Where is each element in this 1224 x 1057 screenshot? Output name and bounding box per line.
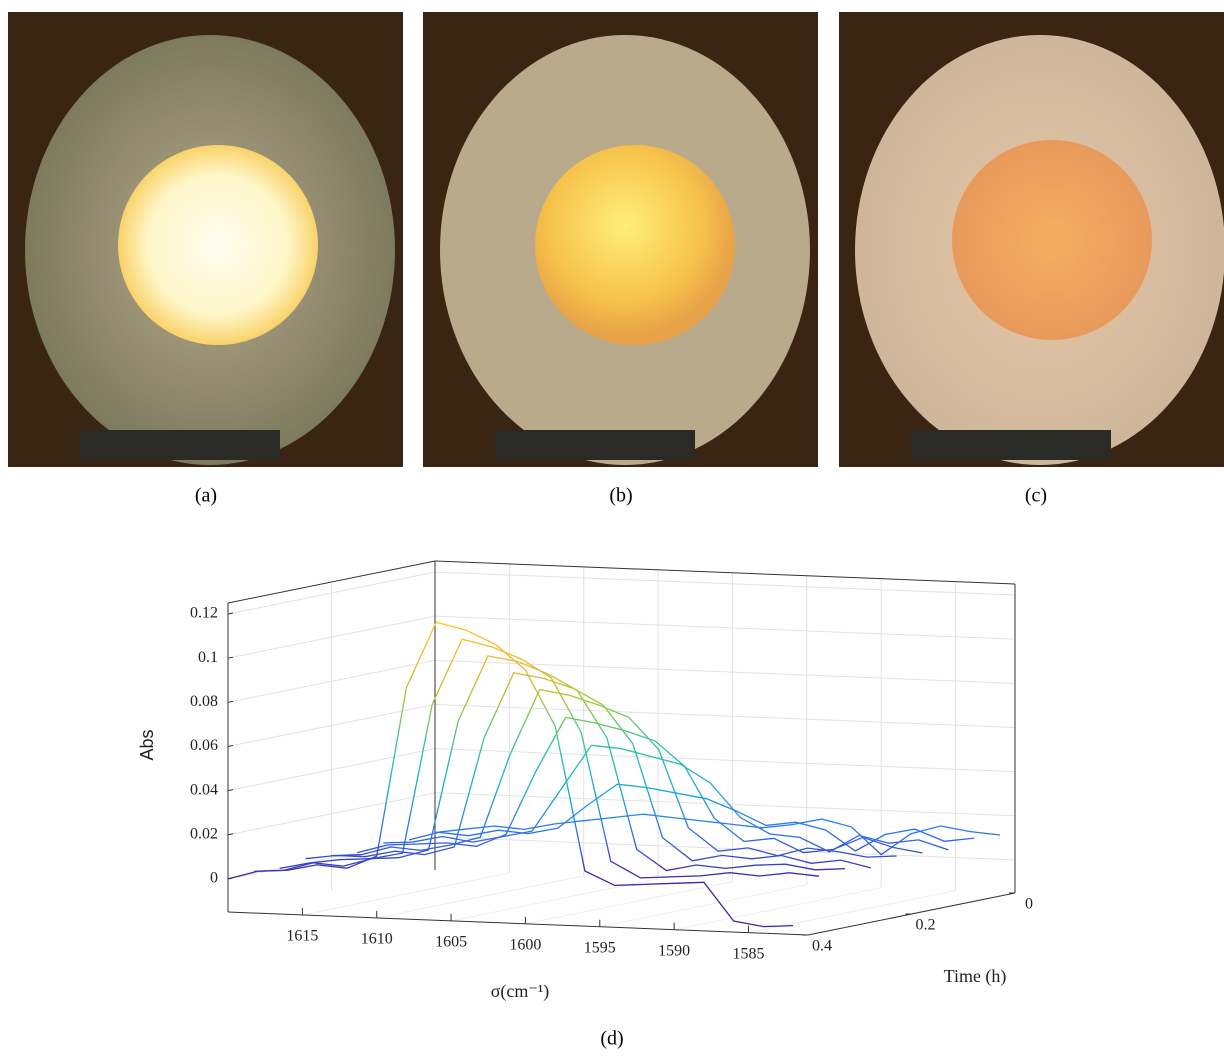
spectrum-line — [331, 688, 897, 858]
x-tick-label: 1610 — [361, 931, 393, 948]
tick — [227, 744, 234, 747]
axis-line — [227, 560, 436, 604]
axis-line — [227, 911, 809, 936]
spectrum-line — [253, 638, 820, 879]
tick — [227, 700, 234, 703]
tick — [227, 656, 234, 659]
x-tick-label: 1615 — [286, 928, 318, 945]
grid-line — [434, 615, 1016, 640]
time-tick-label: 0.2 — [916, 917, 936, 934]
time-tick-label: 0 — [1025, 896, 1033, 913]
grid-line — [434, 703, 1016, 728]
caption: (c) — [1025, 485, 1047, 507]
x-tick-label: 1605 — [435, 934, 467, 951]
spectrum-line — [227, 621, 794, 928]
grid-line — [302, 872, 510, 916]
grid-line — [674, 887, 882, 931]
grid-line — [434, 659, 1016, 684]
axis-line — [434, 560, 1016, 585]
y-tick-label: 0.08 — [190, 693, 218, 710]
spectrum-line — [305, 672, 871, 869]
tick — [227, 833, 234, 836]
tick — [227, 612, 234, 615]
x-axis-label: σ(cm⁻¹) — [491, 981, 550, 1002]
grid-line — [376, 875, 584, 919]
grid-line — [434, 571, 1016, 596]
grid-line — [599, 884, 807, 928]
time-axis-label: Time (h) — [944, 966, 1007, 987]
y-tick-label: 0.04 — [190, 781, 218, 798]
grid-line — [434, 748, 1016, 773]
tick — [227, 877, 234, 880]
grid-line — [434, 792, 1016, 817]
photo — [839, 12, 1224, 467]
caption: (d) — [600, 1028, 623, 1050]
x-tick-label: 1590 — [658, 942, 690, 959]
caption: (a) — [195, 485, 217, 507]
y-tick-label: 0 — [210, 870, 218, 887]
tick — [227, 789, 234, 792]
spectrum-line — [434, 813, 1001, 856]
y-tick-label: 0.1 — [198, 649, 218, 666]
photo — [8, 12, 403, 467]
y-tick-label: 0.06 — [190, 737, 218, 754]
caption: (b) — [609, 485, 632, 507]
x-tick-label: 1595 — [584, 939, 616, 956]
y-tick-label: 0.02 — [190, 825, 218, 842]
time-tick-label: 0.4 — [812, 938, 832, 955]
y-axis-label: Abs — [137, 729, 157, 760]
spectrum-line — [383, 744, 949, 853]
grid-line — [450, 878, 659, 922]
spectrum-line — [408, 783, 975, 852]
grid-line — [434, 836, 1016, 861]
y-tick-label: 0.12 — [190, 605, 218, 622]
photo — [423, 12, 818, 467]
x-tick-label: 1600 — [509, 936, 541, 953]
grid-line — [525, 881, 733, 925]
x-tick-label: 1585 — [733, 945, 765, 962]
